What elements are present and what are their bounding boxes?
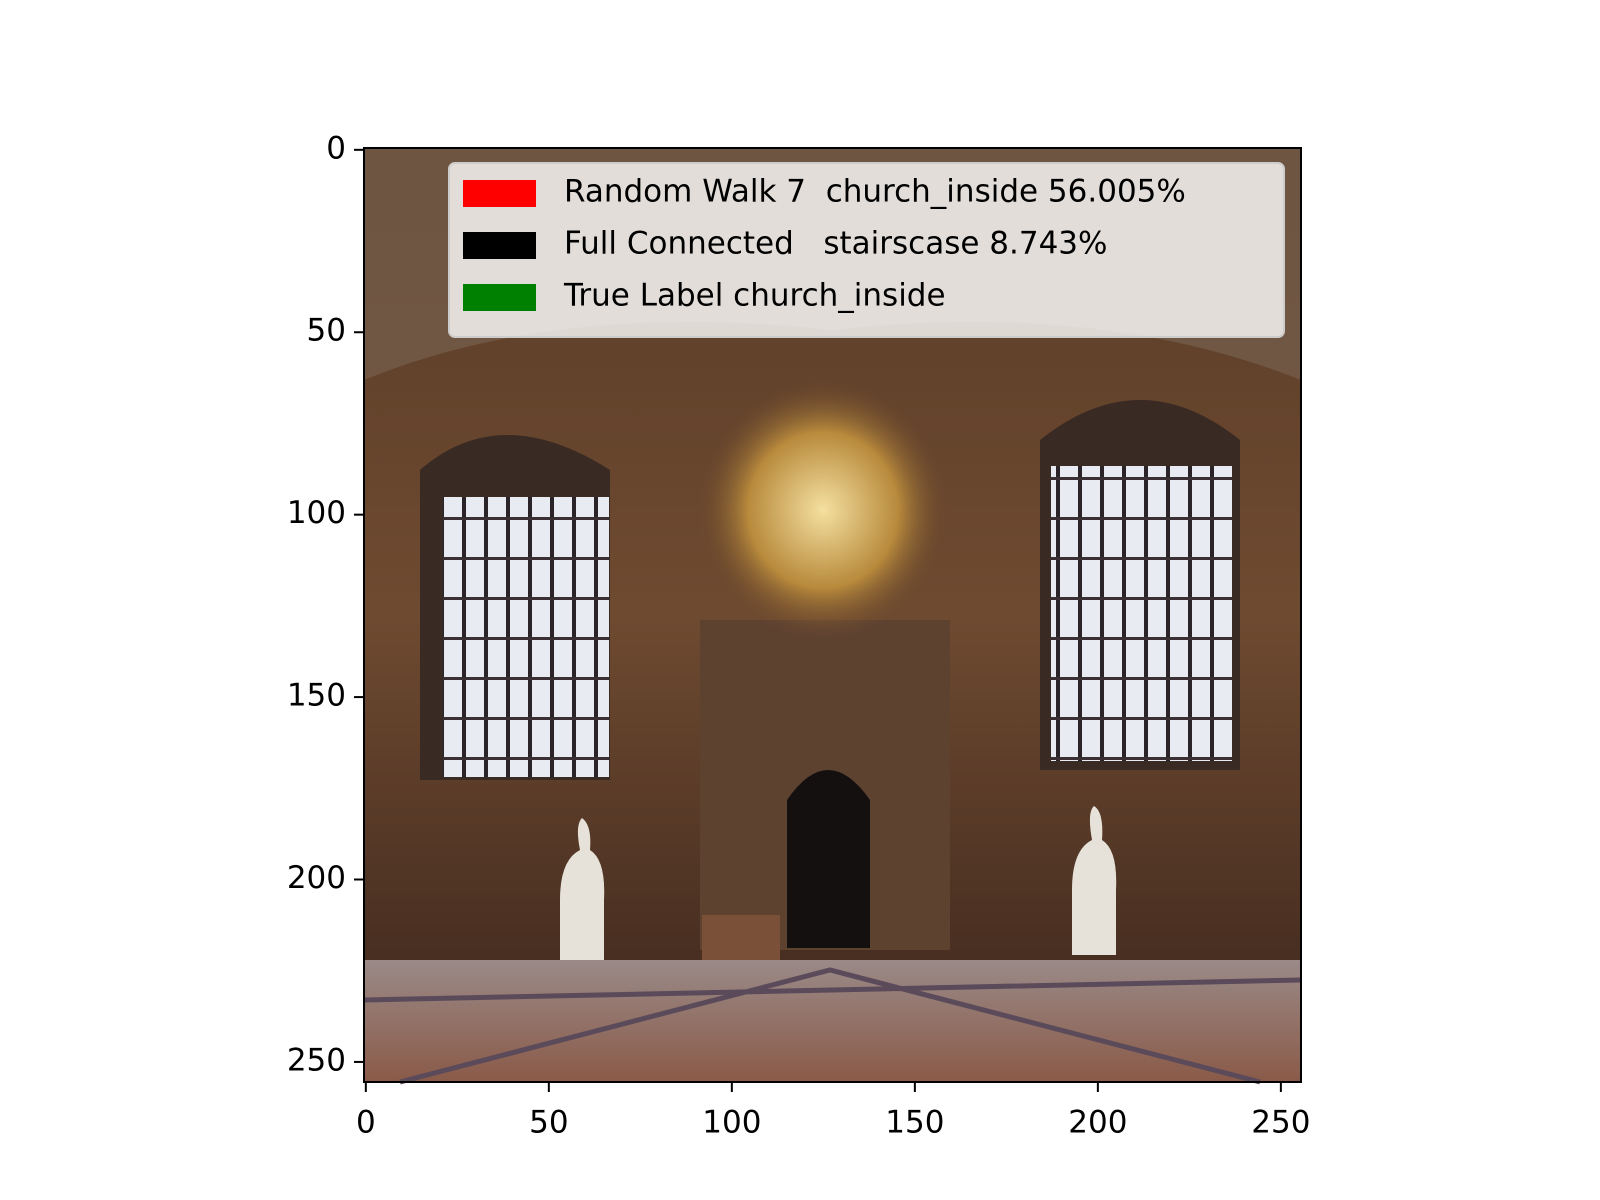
x-tick-label: 150	[885, 1105, 944, 1141]
axes-frame	[363, 147, 1302, 1083]
legend-box	[448, 162, 1285, 338]
legend-label: Random Walk 7 church_inside 56.005%	[564, 174, 1186, 210]
y-tick-label: 200	[287, 860, 346, 896]
x-tick-label: 200	[1068, 1105, 1127, 1141]
legend-label: Full Connected stairscase 8.743%	[564, 226, 1107, 262]
legend-swatch	[463, 284, 536, 311]
x-tick-label: 100	[702, 1105, 761, 1141]
y-tick-label: 50	[307, 313, 346, 349]
y-tick-label: 150	[287, 678, 346, 714]
legend-swatch	[463, 232, 536, 259]
y-tick-label: 0	[326, 130, 346, 166]
x-tick-label: 250	[1251, 1105, 1310, 1141]
legend-swatch	[463, 180, 536, 207]
x-tick-label: 0	[356, 1105, 376, 1141]
x-tick-label: 50	[529, 1105, 568, 1141]
y-tick-label: 100	[287, 495, 346, 531]
legend-label: True Label church_inside	[563, 278, 946, 314]
y-tick-label: 250	[287, 1042, 346, 1078]
legend: Random Walk 7 church_inside 56.005% Full …	[448, 162, 1285, 338]
